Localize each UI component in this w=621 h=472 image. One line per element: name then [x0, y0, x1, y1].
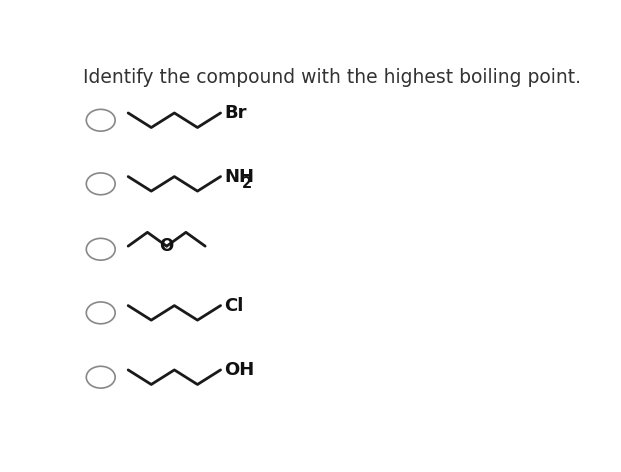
Text: OH: OH [224, 361, 254, 379]
Text: Identify the compound with the highest boiling point.: Identify the compound with the highest b… [83, 67, 581, 86]
Text: NH: NH [224, 168, 254, 185]
Text: O: O [160, 237, 174, 255]
Text: 2: 2 [242, 176, 252, 191]
Text: Cl: Cl [224, 296, 243, 315]
Text: Br: Br [224, 104, 247, 122]
